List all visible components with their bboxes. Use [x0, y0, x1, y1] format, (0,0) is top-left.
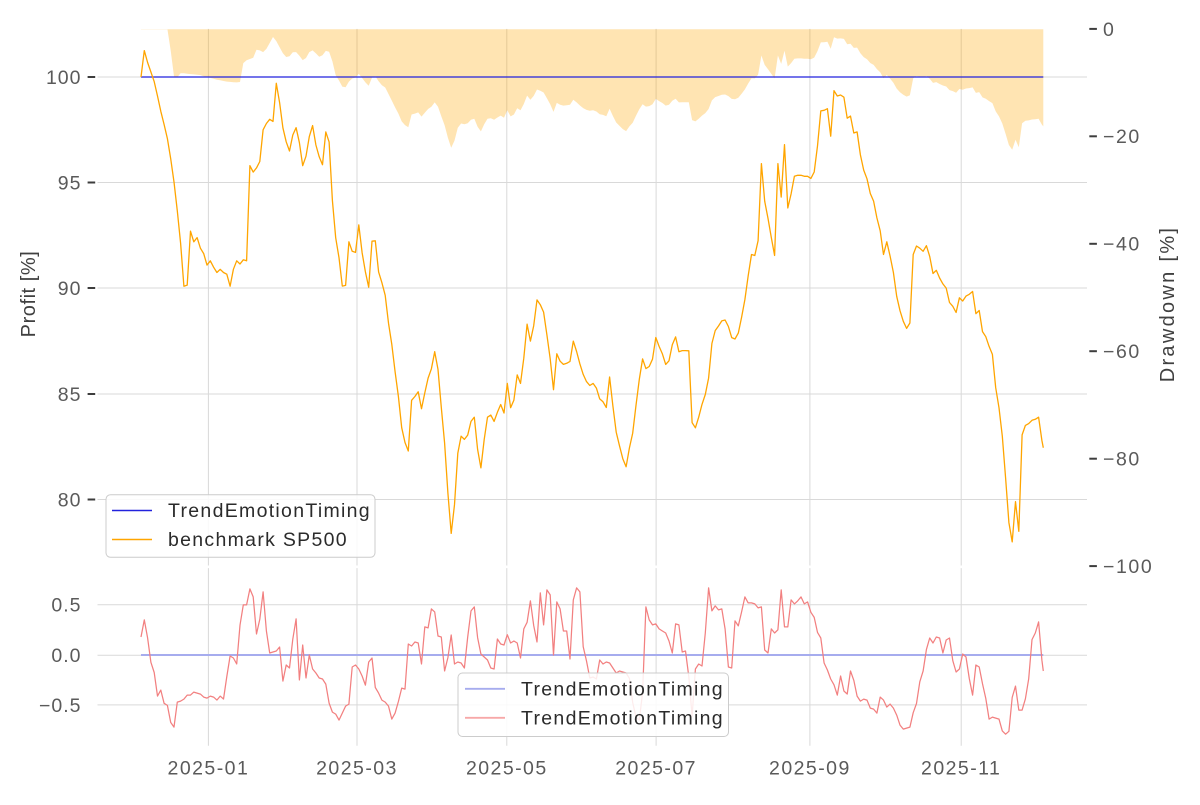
svg-text:TrendEmotionTiming: TrendEmotionTiming — [521, 678, 724, 700]
svg-text:−100: −100 — [1103, 556, 1153, 578]
svg-text:0.0: 0.0 — [51, 645, 81, 667]
svg-text:2025-09: 2025-09 — [769, 758, 851, 780]
svg-text:benchmark SP500: benchmark SP500 — [168, 529, 348, 551]
svg-text:0.5: 0.5 — [51, 595, 81, 617]
svg-text:80: 80 — [58, 489, 82, 511]
svg-text:2025-07: 2025-07 — [615, 758, 697, 780]
svg-text:2025-03: 2025-03 — [316, 758, 398, 780]
svg-text:Profit [%]: Profit [%] — [18, 251, 40, 338]
svg-text:TrendEmotionTiming: TrendEmotionTiming — [521, 707, 724, 729]
svg-text:90: 90 — [58, 278, 82, 300]
svg-text:2025-11: 2025-11 — [921, 758, 1001, 780]
svg-text:TrendEmotionTiming: TrendEmotionTiming — [168, 500, 371, 522]
svg-text:100: 100 — [46, 67, 82, 89]
svg-text:−60: −60 — [1103, 341, 1141, 363]
svg-text:−80: −80 — [1103, 449, 1141, 471]
svg-text:−0.5: −0.5 — [39, 695, 82, 717]
svg-text:−40: −40 — [1103, 234, 1141, 256]
svg-text:Drawdown [%]: Drawdown [%] — [1157, 226, 1179, 383]
svg-text:95: 95 — [58, 172, 82, 194]
svg-text:2025-05: 2025-05 — [466, 758, 548, 780]
svg-text:0: 0 — [1103, 19, 1115, 41]
svg-text:85: 85 — [58, 384, 82, 406]
svg-text:−20: −20 — [1103, 126, 1141, 148]
svg-text:2025-01: 2025-01 — [168, 758, 250, 780]
